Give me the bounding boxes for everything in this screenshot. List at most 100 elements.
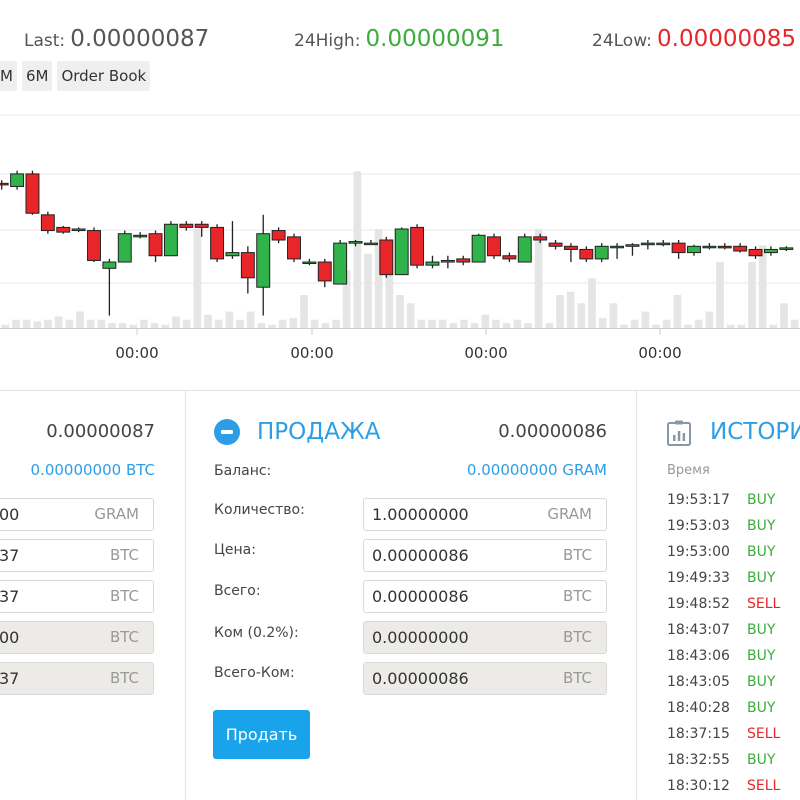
volume-bar [65, 319, 74, 328]
volume-bar [396, 295, 404, 328]
sell-price-label: Цена: [214, 542, 256, 558]
volume-bar [161, 324, 170, 328]
buy-best-price: 0.00000087 [46, 421, 155, 442]
history-row: 19:53:00 BUY [667, 544, 775, 570]
volume-bar [748, 262, 756, 328]
volume-bar [545, 323, 554, 328]
history-row: 18:32:55 BUY [667, 752, 775, 778]
volume-bar [214, 319, 223, 328]
range-button-m[interactable]: M [0, 61, 17, 91]
volume-bar [790, 319, 799, 328]
volume-bar [108, 323, 116, 328]
sell-button[interactable]: Продать [213, 710, 310, 759]
buy-total-minus-fee-unit: BTC [109, 669, 139, 687]
buy-total-minus-fee-field: 37 BTC [0, 662, 154, 695]
volume-bar [193, 229, 202, 328]
volume-bar [129, 324, 138, 328]
history-row: 18:43:06 BUY [667, 648, 775, 674]
volume-bar [140, 319, 148, 328]
sell-title: ПРОДАЖА [257, 419, 381, 445]
buy-balance-value[interactable]: 0.00000000 BTC [30, 461, 155, 479]
sell-best-price: 0.00000086 [498, 421, 607, 442]
divider [636, 391, 637, 800]
sell-total-minus-fee-field: 0.00000086 BTC [363, 662, 607, 695]
range-selector: M 6M Order Book [0, 61, 151, 91]
volume-bar [705, 311, 714, 328]
candle-body [240, 252, 255, 279]
volume-bar [652, 324, 660, 328]
ticker-last-label: Last: [24, 31, 66, 51]
candle-body [210, 226, 225, 260]
history-row: 18:43:07 BUY [667, 622, 775, 648]
volume-bar [1, 324, 10, 328]
sell-amount-input[interactable]: 1.00000000 GRAM [363, 498, 607, 531]
sell-price-input[interactable]: 0.00000086 BTC [363, 539, 607, 572]
sell-fee-field: 0.00000000 BTC [363, 621, 607, 654]
volume-bar [278, 319, 287, 328]
buy-price-unit: BTC [109, 546, 139, 564]
buy-total-unit: BTC [109, 587, 139, 605]
candle-body [563, 245, 578, 250]
sell-total-value: 0.00000086 [372, 587, 469, 606]
volume-bar [630, 319, 639, 328]
buy-amount-input[interactable]: 00 GRAM [0, 498, 154, 531]
history-row: 19:48:52 SELL [667, 596, 780, 622]
sell-amount-value: 1.00000000 [372, 505, 469, 524]
sell-amount-unit: GRAM [547, 505, 592, 523]
volume-bar [641, 311, 650, 328]
history-time-header: Время [667, 463, 710, 478]
sell-total-input[interactable]: 0.00000086 BTC [363, 580, 607, 613]
sell-balance-value[interactable]: 0.00000000 GRAM [466, 461, 607, 479]
history-side: BUY [747, 518, 776, 534]
buy-amount-value: 00 [0, 505, 20, 524]
buy-fee-field: 00 BTC [0, 621, 154, 654]
candlestick-chart[interactable]: 00:00 00:00 00:00 00:00 [0, 95, 800, 375]
candle-body [671, 242, 686, 254]
candles [0, 170, 794, 316]
history-time: 19:53:00 [667, 544, 730, 560]
minus-circle-icon [214, 419, 240, 445]
volume-bar [300, 295, 308, 328]
sell-price-value: 0.00000086 [372, 546, 469, 565]
candle-body [502, 255, 517, 260]
volume-bar [609, 303, 618, 328]
ticker-low-label: 24Low: [592, 31, 652, 51]
ticker-high-value: 0.00000091 [365, 26, 505, 52]
candle-body [517, 236, 532, 263]
range-button-6m[interactable]: 6M [21, 61, 53, 91]
history-row: 19:49:33 BUY [667, 570, 775, 596]
volume-bar [534, 229, 543, 328]
volume-bar [780, 303, 788, 328]
buy-total-input[interactable]: 37 BTC [0, 580, 154, 613]
history-row: 18:30:12 SELL [667, 778, 780, 800]
sell-fee-label: Ком (0.2%): [214, 625, 299, 641]
x-axis-tick: 00:00 [464, 344, 508, 362]
buy-total-value: 37 [0, 587, 20, 606]
volume-bar [417, 319, 426, 328]
order-book-button[interactable]: Order Book [57, 61, 151, 91]
candle-body [333, 242, 348, 285]
divider [185, 391, 186, 800]
candle-body [456, 258, 471, 263]
divider [0, 390, 800, 391]
volume-bar [449, 323, 458, 328]
volume-bar [438, 319, 447, 328]
volume-bar [556, 295, 564, 328]
history-side: BUY [747, 492, 776, 508]
buy-amount-unit: GRAM [94, 505, 139, 523]
candle-body [640, 242, 655, 246]
candle-body [625, 244, 640, 247]
history-time: 18:37:15 [667, 726, 730, 742]
sell-total-minus-fee-unit: BTC [562, 669, 592, 687]
x-axis-tick: 00:00 [290, 344, 334, 362]
volume-bar [620, 324, 628, 328]
volume-bar [684, 324, 692, 328]
history-row: 19:53:17 BUY [667, 492, 775, 518]
ticker-high-label: 24High: [294, 31, 361, 51]
volume-bar [246, 311, 255, 328]
history-chart-icon [667, 420, 691, 446]
history-time: 18:43:07 [667, 622, 730, 638]
trade-history-panel: ИСТОРИ Время 19:53:17 BUY 19:53:03 BUY 19:53… [637, 391, 800, 800]
buy-price-input[interactable]: 37 BTC [0, 539, 154, 572]
candle-body [40, 214, 55, 232]
